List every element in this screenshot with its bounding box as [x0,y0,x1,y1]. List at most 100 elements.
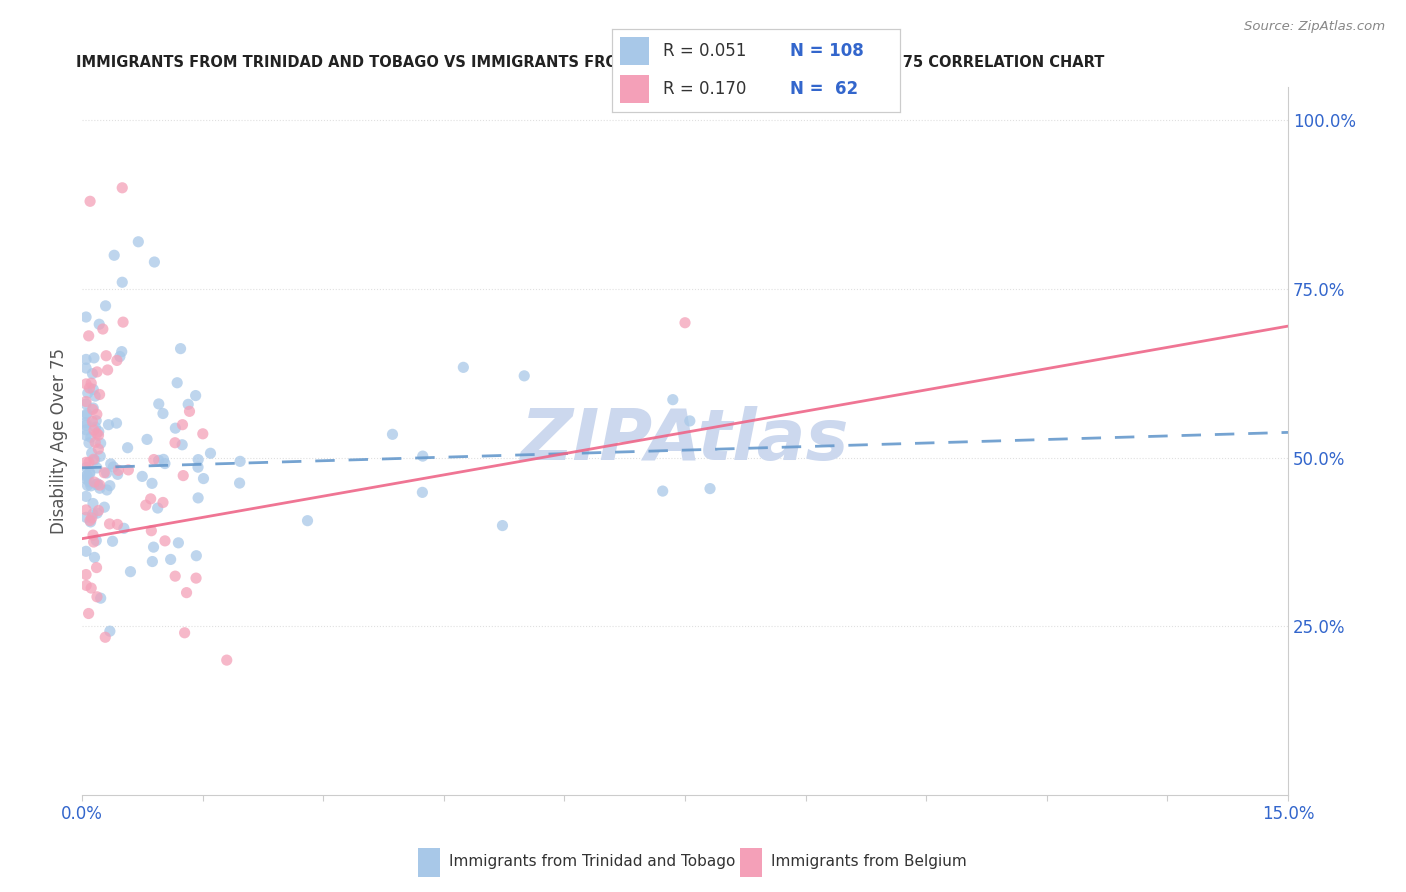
Point [172,468,194,483]
Point [79,515,101,529]
Point [86,477,108,491]
Point [75,394,97,409]
Point [100,457,122,471]
Point [87,442,110,456]
Point [86,426,108,441]
Point [98,478,121,492]
Point [103,248,125,262]
Point [86,365,108,379]
Point [79,467,101,481]
Point [79,514,101,528]
Point [169,342,191,356]
Point [76,386,98,401]
Point [87,425,110,439]
Point [107,463,129,477]
Point [89,478,111,492]
Point [75,489,97,503]
Point [187,491,209,505]
Point [166,376,188,390]
Point [89,449,111,463]
Point [77,607,100,621]
Point [76,407,98,421]
Point [141,524,163,538]
Point [679,414,702,428]
Point [86,461,108,475]
FancyBboxPatch shape [419,848,440,877]
Point [96,483,118,497]
Text: N =  62: N = 62 [790,80,859,98]
Point [86,506,108,520]
Point [83,351,105,365]
Point [84,533,107,548]
Point [82,402,104,417]
Point [89,387,111,401]
Y-axis label: Disability Age Over 75: Disability Age Over 75 [51,348,67,533]
Point [75,361,97,376]
Point [117,463,139,477]
FancyBboxPatch shape [620,37,650,65]
Point [153,457,176,471]
Point [94,630,117,644]
Point [75,469,97,483]
Point [173,625,195,640]
Point [75,416,97,430]
Point [491,518,513,533]
Point [148,397,170,411]
Point [187,460,209,475]
Point [75,460,97,475]
Point [186,549,208,563]
Text: N = 108: N = 108 [790,42,865,60]
Point [111,344,134,359]
Point [98,516,121,531]
Point [117,441,139,455]
Text: Immigrants from Belgium: Immigrants from Belgium [770,855,967,869]
Text: Source: ZipAtlas.com: Source: ZipAtlas.com [1244,20,1385,33]
Text: R = 0.051: R = 0.051 [664,42,747,60]
Point [75,409,97,423]
Point [93,466,115,480]
Point [111,275,134,289]
Point [79,381,101,395]
Point [381,427,404,442]
Point [146,501,169,516]
Point [75,455,97,469]
Point [184,571,207,585]
Point [84,389,107,403]
Point [75,423,97,437]
Point [105,353,128,368]
Point [93,500,115,515]
Point [411,485,433,500]
Point [91,322,114,336]
Point [89,481,111,495]
Point [75,397,97,411]
Point [77,436,100,450]
Point [84,435,107,450]
Text: IMMIGRANTS FROM TRINIDAD AND TOBAGO VS IMMIGRANTS FROM BELGIUM DISABILITY AGE OV: IMMIGRANTS FROM TRINIDAD AND TOBAGO VS I… [76,55,1104,70]
Point [412,449,434,463]
Point [83,535,105,549]
Point [75,544,97,558]
Point [79,194,101,209]
Point [87,503,110,517]
Point [83,423,105,437]
Point [187,452,209,467]
Point [142,452,165,467]
Point [176,585,198,599]
Point [75,472,97,486]
Point [112,315,135,329]
Point [108,350,131,364]
Point [172,438,194,452]
Point [75,510,97,524]
Point [193,472,215,486]
Point [152,495,174,509]
Point [136,433,159,447]
Point [79,466,101,480]
Point [82,496,104,510]
Point [167,536,190,550]
Point [297,514,319,528]
Point [75,310,97,324]
Point [112,521,135,535]
Point [82,401,104,415]
Point [75,376,97,391]
Point [97,363,120,377]
